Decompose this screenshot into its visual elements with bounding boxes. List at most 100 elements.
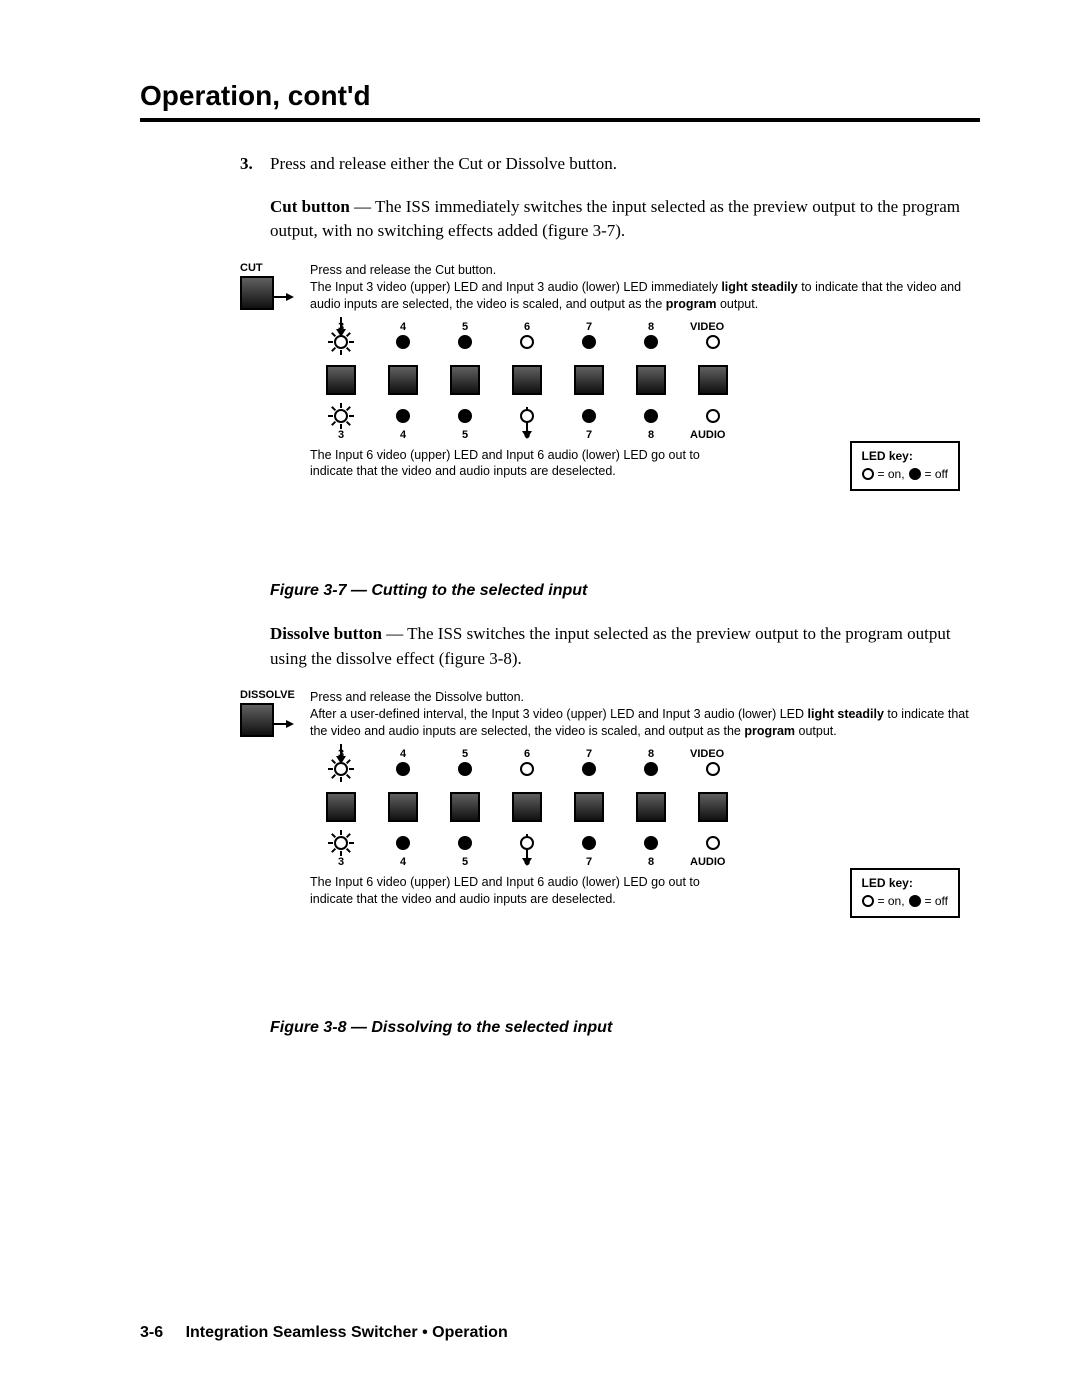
col-label: 5 — [434, 429, 496, 441]
footer-text: Integration Seamless Switcher • Operatio… — [186, 1324, 508, 1341]
dissolve-result-post3: output. — [795, 724, 837, 738]
panel-button — [636, 365, 666, 395]
led-on-text: = on, — [878, 467, 905, 481]
panel-button — [388, 365, 418, 395]
led-video-6 — [520, 762, 534, 776]
led-audio-end — [706, 836, 720, 850]
panel-button — [326, 365, 356, 395]
led-audio-4 — [396, 836, 410, 850]
led-audio-6 — [520, 836, 534, 850]
dissolve-button-icon — [240, 703, 274, 737]
panel-button — [698, 365, 728, 395]
led-video-3 — [334, 762, 348, 776]
panel-button — [574, 365, 604, 395]
led-audio-5 — [458, 409, 472, 423]
led-audio-8 — [644, 836, 658, 850]
panel-button — [512, 365, 542, 395]
figure-3-8: DISSOLVE Press and release the Dissolve … — [240, 689, 980, 1009]
press-arrow-icon — [272, 292, 294, 302]
dissolve-result-bold: light steadily — [808, 707, 884, 721]
figure-3-8-caption: Figure 3-8 — Dissolving to the selected … — [270, 1019, 980, 1037]
press-arrow-icon — [272, 719, 294, 729]
led-video-end — [706, 762, 720, 776]
panel-button — [698, 792, 728, 822]
col-label: 8 — [620, 321, 682, 333]
col-label: 6 — [496, 748, 558, 760]
dissolve-result-prog: program — [744, 724, 795, 738]
cut-paragraph: Cut button — The ISS immediately switche… — [270, 195, 980, 244]
video-label: VIDEO — [682, 321, 742, 333]
cut-result-pre: The Input 3 video (upper) LED and Input … — [310, 280, 721, 294]
panel-button — [636, 792, 666, 822]
col-label: 5 — [434, 321, 496, 333]
dissolve-led-panel: 3 4 5 6 7 8 VIDEO — [310, 748, 980, 868]
panel-button — [450, 792, 480, 822]
panel-button-row — [310, 792, 744, 822]
led-off-text: = off — [925, 467, 948, 481]
led-video-end — [706, 335, 720, 349]
cut-note: The Input 6 video (upper) LED and Input … — [310, 447, 730, 481]
audio-led-row — [310, 409, 744, 423]
col-label: 4 — [372, 856, 434, 868]
page-title: Operation, cont'd — [140, 80, 980, 112]
figure-3-7-caption: Figure 3-7 — Cutting to the selected inp… — [270, 582, 980, 600]
led-video-4 — [396, 762, 410, 776]
dissolve-result-pre: After a user-defined interval, the Input… — [310, 707, 808, 721]
col-label: 8 — [620, 748, 682, 760]
dissolve-paragraph: Dissolve button — The ISS switches the i… — [270, 622, 980, 671]
led-audio-4 — [396, 409, 410, 423]
col-label: 6 — [496, 429, 558, 441]
col-label: 7 — [558, 856, 620, 868]
col-label: 4 — [372, 429, 434, 441]
led-video-4 — [396, 335, 410, 349]
audio-label: AUDIO — [682, 856, 742, 868]
col-label: 8 — [620, 856, 682, 868]
footer-page-number: 3-6 — [140, 1324, 163, 1341]
col-label: 7 — [558, 321, 620, 333]
col-label: 6 — [496, 321, 558, 333]
led-audio-7 — [582, 836, 596, 850]
led-on-text: = on, — [878, 894, 905, 908]
led-video-5 — [458, 762, 472, 776]
audio-led-row — [310, 836, 744, 850]
panel-button — [574, 792, 604, 822]
dissolve-desc-block: Press and release the Dissolve button. A… — [310, 689, 980, 740]
panel-button — [512, 792, 542, 822]
led-video-7 — [582, 762, 596, 776]
col-label: 6 — [496, 856, 558, 868]
led-key-title: LED key: — [862, 876, 949, 890]
col-label: 4 — [372, 321, 434, 333]
step-3: 3. Press and release either the Cut or D… — [240, 152, 980, 177]
panel-button-row — [310, 365, 744, 395]
cut-desc-block: Press and release the Cut button. The In… — [310, 262, 980, 313]
video-led-row — [310, 335, 744, 349]
led-video-6 — [520, 335, 534, 349]
led-video-7 — [582, 335, 596, 349]
col-label: 7 — [558, 429, 620, 441]
panel-button — [450, 365, 480, 395]
led-audio-end — [706, 409, 720, 423]
led-video-5 — [458, 335, 472, 349]
col-label: 8 — [620, 429, 682, 441]
col-label: 5 — [434, 748, 496, 760]
page-footer: 3-6 Integration Seamless Switcher • Oper… — [140, 1324, 508, 1342]
cut-led-panel: 3 4 5 6 7 8 VIDEO — [310, 321, 980, 441]
led-audio-5 — [458, 836, 472, 850]
col-label: 3 — [310, 856, 372, 868]
led-on-icon — [862, 895, 874, 907]
led-audio-8 — [644, 409, 658, 423]
led-audio-3 — [334, 409, 348, 423]
led-key-title: LED key: — [862, 449, 949, 463]
led-video-3 — [334, 335, 348, 349]
led-off-icon — [909, 468, 921, 480]
title-rule — [140, 118, 980, 122]
led-audio-6 — [520, 409, 534, 423]
col-label: 3 — [310, 429, 372, 441]
cut-result-post3: output. — [717, 297, 759, 311]
col-label: 5 — [434, 856, 496, 868]
cut-result-bold: light steadily — [721, 280, 797, 294]
col-label: 4 — [372, 748, 434, 760]
panel-button — [326, 792, 356, 822]
step-text: Press and release either the Cut or Diss… — [270, 152, 980, 177]
video-led-row — [310, 762, 744, 776]
